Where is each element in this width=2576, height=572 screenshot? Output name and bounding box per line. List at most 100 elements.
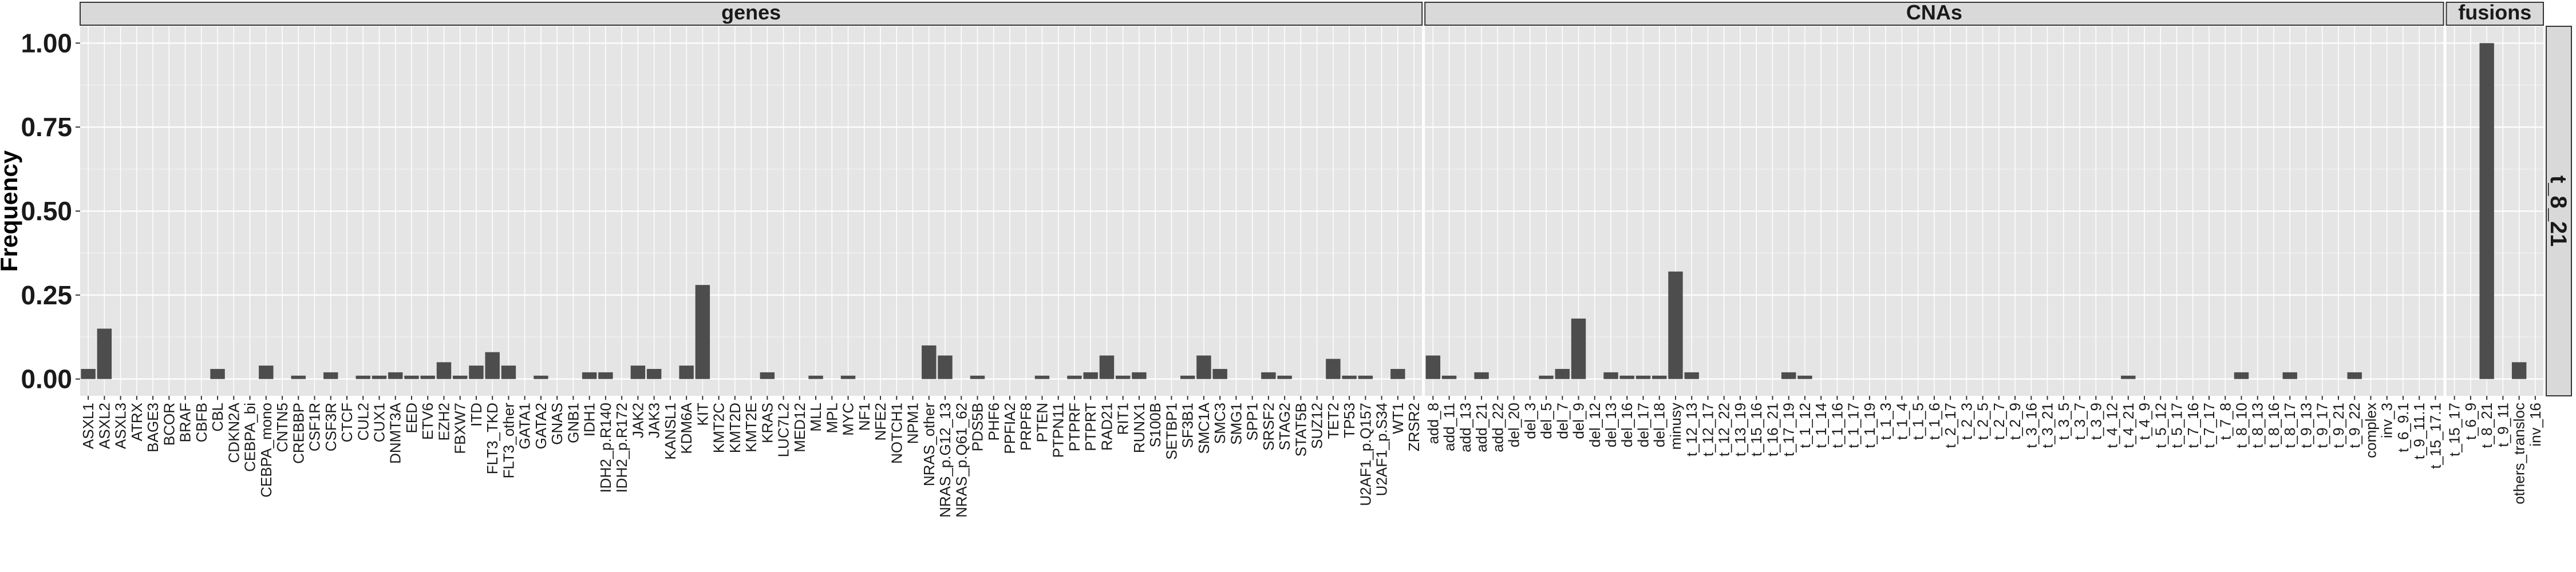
x-tick-label: t_9_11.1 bbox=[2411, 403, 2428, 459]
x-tick-label: U2AF1_p.S34 bbox=[1373, 403, 1390, 496]
x-tick-label: SPP1 bbox=[1244, 403, 1261, 441]
bar bbox=[404, 375, 419, 379]
bar bbox=[1132, 372, 1147, 379]
x-tick-label: t_17_19 bbox=[1780, 403, 1797, 456]
x-tick-label: del_5 bbox=[1538, 403, 1555, 439]
x-tick-label: CNTN5 bbox=[274, 403, 291, 452]
x-tick-label: TET2 bbox=[1325, 403, 1342, 439]
x-tick-label: del_7 bbox=[1554, 403, 1571, 439]
x-tick-label: t_3_7 bbox=[2071, 403, 2088, 440]
x-tick-label: MLL bbox=[807, 403, 824, 432]
panel-strip-label: fusions bbox=[2458, 1, 2531, 24]
x-tick-label: KANSL1 bbox=[662, 403, 679, 460]
x-tick-label: t_4_9 bbox=[2136, 403, 2153, 440]
bar bbox=[1358, 375, 1373, 379]
x-tick-label: add_13 bbox=[1457, 403, 1474, 452]
x-tick-label: t_2_5 bbox=[1974, 403, 1992, 440]
bar bbox=[630, 366, 646, 379]
x-tick-label: SETBP1 bbox=[1163, 403, 1180, 460]
x-tick-label: t_7_17 bbox=[2200, 403, 2218, 448]
x-tick-label: PTPRT bbox=[1082, 403, 1099, 451]
x-tick-label: t_8_13 bbox=[2249, 403, 2266, 448]
x-tick-label: U2AF1_p.Q157 bbox=[1357, 403, 1374, 506]
row-strip-background bbox=[2546, 26, 2572, 396]
bar bbox=[97, 328, 112, 379]
bar bbox=[1555, 369, 1570, 379]
bar bbox=[1474, 372, 1489, 379]
bar bbox=[372, 375, 387, 379]
x-tick-label: t_12_17 bbox=[1699, 403, 1716, 456]
x-tick-label: t_7_16 bbox=[2184, 403, 2202, 448]
x-tick-label: add_8 bbox=[1424, 403, 1441, 444]
x-tick-label: PRPF8 bbox=[1017, 403, 1034, 451]
x-tick-label: t_1_19 bbox=[1861, 403, 1878, 448]
x-tick-label: t_2_9 bbox=[2006, 403, 2024, 440]
panels: genes ASXL1ASXL2ASXL3ATRXBAGE3BCORBRAFCBF… bbox=[80, 1, 2545, 518]
bar bbox=[760, 372, 775, 379]
bar bbox=[938, 355, 953, 379]
bar bbox=[1619, 375, 1634, 379]
x-tick-label: t_12_13 bbox=[1683, 403, 1700, 456]
x-tick-label: WT1 bbox=[1389, 403, 1406, 434]
x-tick-label: t_5_12 bbox=[2152, 403, 2169, 448]
x-tick-label: STAT5B bbox=[1292, 403, 1309, 456]
x-tick-label: PTPN11 bbox=[1050, 403, 1067, 458]
x-tick-label: CEBPA_mono bbox=[258, 403, 275, 498]
y-axis-title: Frequency bbox=[0, 150, 22, 272]
x-tick-label: RUNX1 bbox=[1131, 403, 1148, 453]
x-tick-label: CEBPA_bi bbox=[242, 403, 259, 472]
bar bbox=[2121, 375, 2136, 379]
x-tick-label: inv_3 bbox=[2379, 403, 2396, 438]
bar bbox=[2234, 372, 2249, 379]
x-tick-label: ASXL2 bbox=[96, 403, 113, 449]
x-tick-label: del_16 bbox=[1618, 403, 1635, 447]
bar bbox=[2282, 372, 2297, 379]
x-tick-label: t_1_6 bbox=[1926, 403, 1943, 440]
bar bbox=[1261, 372, 1276, 379]
x-tick-label: t_8_17 bbox=[2281, 403, 2298, 448]
bar bbox=[1684, 372, 1699, 379]
x-tick-label: t_3_9 bbox=[2087, 403, 2104, 440]
bar bbox=[1342, 375, 1357, 379]
x-tick-label: t_8_16 bbox=[2265, 403, 2282, 448]
x-tick-label: ASXL1 bbox=[80, 403, 97, 449]
x-tick-label: CSF1R bbox=[306, 403, 323, 451]
x-tick-label: KMT2C bbox=[710, 403, 728, 453]
y-tick-label: 1.00 bbox=[21, 28, 72, 58]
panel-cnas: CNAsadd_8add_11add_13add_21add_22del_20d… bbox=[1424, 1, 2444, 469]
x-tick-label: t_3_16 bbox=[2022, 403, 2040, 448]
x-tick-label: t_2_3 bbox=[1958, 403, 1975, 440]
x-tick-label: KIT bbox=[694, 403, 711, 426]
x-tick-label: t_1_3 bbox=[1877, 403, 1894, 440]
bar bbox=[1571, 318, 1586, 379]
x-tick-label: NFE2 bbox=[872, 403, 889, 440]
x-tick-label: t_16_21 bbox=[1764, 403, 1781, 456]
x-tick-label: t_1_4 bbox=[1893, 403, 1910, 440]
row-strip-label: t_8_21 bbox=[2546, 176, 2571, 247]
x-tick-label: t_7_8 bbox=[2217, 403, 2234, 440]
bar bbox=[840, 375, 856, 379]
y-tick-label: 0.00 bbox=[21, 364, 72, 394]
panel-strip-label: genes bbox=[721, 1, 781, 24]
x-tick-label: SMC3 bbox=[1211, 403, 1228, 444]
x-tick-label: t_13_19 bbox=[1732, 403, 1749, 456]
x-tick-label: KRAS bbox=[758, 403, 776, 443]
x-tick-label: t_5_17 bbox=[2168, 403, 2186, 448]
x-tick-label: t_1_16 bbox=[1828, 403, 1846, 448]
x-tick-label: others_transloc bbox=[2511, 403, 2528, 505]
x-tick-label: TP53 bbox=[1341, 403, 1358, 438]
x-tick-label: GATA1 bbox=[516, 403, 534, 449]
x-tick-label: EED bbox=[403, 403, 420, 433]
x-tick-label: del_3 bbox=[1522, 403, 1539, 439]
x-tick-label: SRSF2 bbox=[1260, 403, 1277, 451]
x-tick-label: CBFB bbox=[193, 403, 210, 442]
x-tick-label: ETV6 bbox=[419, 403, 436, 440]
x-tick-label: CTCF bbox=[338, 403, 355, 442]
bar bbox=[1212, 369, 1227, 379]
panel-strip bbox=[2445, 2, 2545, 26]
bar bbox=[81, 369, 96, 379]
x-tick-label: EZH2 bbox=[435, 403, 452, 440]
x-tick-label: PDS5B bbox=[969, 403, 986, 451]
x-tick-label: PTPRF bbox=[1066, 403, 1083, 451]
row-strip: t_8_21 bbox=[2546, 26, 2572, 396]
